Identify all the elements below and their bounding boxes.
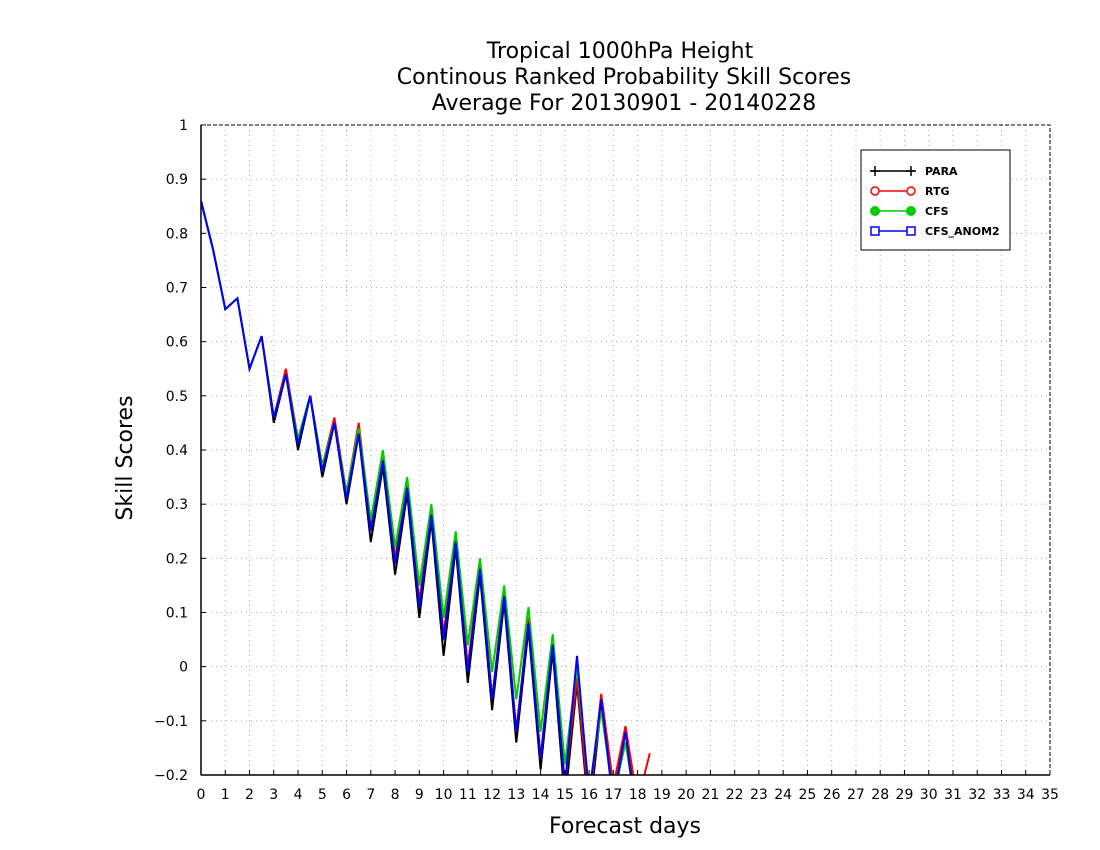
legend-entry-para: PARA xyxy=(870,165,958,178)
y-tick-label: 0.7 xyxy=(166,281,188,297)
y-tick-label: 1 xyxy=(179,118,188,134)
y-tick-label: 0.2 xyxy=(166,551,188,567)
legend-label: CFS xyxy=(925,205,949,218)
y-tick-label: 0.6 xyxy=(166,335,188,351)
y-axis-title: Skill Scores xyxy=(113,395,138,520)
x-tick-label: 26 xyxy=(823,787,841,803)
x-tick-label: 23 xyxy=(750,787,768,803)
y-tick-label: 0.9 xyxy=(166,172,188,188)
x-tick-label: 15 xyxy=(556,787,574,803)
y-tick-label: −0.1 xyxy=(154,714,188,730)
legend-entry-cfs: CFS xyxy=(870,205,949,218)
y-tick-label: 0.4 xyxy=(166,443,188,459)
x-tick-label: 24 xyxy=(774,787,792,803)
y-tick-label: 0.1 xyxy=(166,606,188,622)
chart-title-line-3: Average For 20130901 - 20140228 xyxy=(432,91,817,116)
x-tick-label: 33 xyxy=(993,787,1011,803)
x-tick-label: 6 xyxy=(342,787,351,803)
x-tick-label: 31 xyxy=(944,787,962,803)
legend-marker-dot xyxy=(870,206,880,216)
legend-label: RTG xyxy=(925,185,950,198)
x-tick-label: 4 xyxy=(294,787,303,803)
chart-title: Tropical 1000hPa Height Continous Ranked… xyxy=(397,39,851,116)
x-tick-label: 22 xyxy=(726,787,744,803)
x-tick-label: 5 xyxy=(318,787,327,803)
x-tick-label: 11 xyxy=(459,787,477,803)
x-tick-label: 30 xyxy=(920,787,938,803)
x-tick-label: 9 xyxy=(415,787,424,803)
x-tick-label: 14 xyxy=(532,787,550,803)
x-tick-label: 2 xyxy=(245,787,254,803)
y-tick-label: −0.2 xyxy=(154,768,188,784)
y-tick-label: 0.3 xyxy=(166,497,188,513)
x-tick-label: 32 xyxy=(968,787,986,803)
legend-label: CFS_ANOM2 xyxy=(925,225,1000,238)
x-tick-label: 21 xyxy=(701,787,719,803)
chart-title-line-2: Continous Ranked Probability Skill Score… xyxy=(397,65,851,90)
x-tick-label: 17 xyxy=(604,787,622,803)
legend-label: PARA xyxy=(925,165,958,178)
x-tick-label: 18 xyxy=(629,787,647,803)
x-tick-label: 7 xyxy=(366,787,375,803)
x-tick-label: 3 xyxy=(269,787,278,803)
x-tick-label: 25 xyxy=(799,787,817,803)
x-tick-label: 8 xyxy=(391,787,400,803)
x-tick-label: 0 xyxy=(197,787,206,803)
legend-marker-square xyxy=(906,226,916,236)
x-tick-label: 27 xyxy=(847,787,865,803)
x-axis-title: Forecast days xyxy=(549,814,701,839)
series-layer xyxy=(201,200,651,775)
y-axis-ticks: −0.2 −0.1 0 0.1 0.2 0.3 0.4 0.5 0.6 0.7 0.8 0.9 1 xyxy=(154,118,206,784)
x-tick-label: 10 xyxy=(435,787,453,803)
x-tick-label: 19 xyxy=(653,787,671,803)
series-line-cfs-anom2 xyxy=(201,200,650,775)
x-tick-label: 20 xyxy=(677,787,695,803)
legend-marker-circle xyxy=(906,186,916,196)
legend-box xyxy=(860,149,1011,251)
y-tick-label: 0.5 xyxy=(166,389,188,405)
y-tick-label: 0.8 xyxy=(166,226,188,242)
x-tick-label: 13 xyxy=(507,787,525,803)
legend-marker-dot xyxy=(906,206,916,216)
x-axis-ticks: 0 1 2 3 4 5 6 7 8 9 10 11 12 13 14 15 16 17 18 19 20 21 22 23 24… xyxy=(197,770,1059,803)
legend-entry-cfs-anom2: CFS_ANOM2 xyxy=(870,225,1000,238)
x-tick-label: 1 xyxy=(221,787,230,803)
x-tick-label: 35 xyxy=(1041,787,1059,803)
legend-marker-circle xyxy=(870,186,880,196)
legend: PARA RTG CFS CFS_ANOM2 xyxy=(860,149,1011,251)
legend-entry-rtg: RTG xyxy=(870,185,950,198)
legend-marker-square xyxy=(870,226,880,236)
x-tick-label: 12 xyxy=(483,787,501,803)
x-tick-label: 16 xyxy=(580,787,598,803)
y-tick-label: 0 xyxy=(179,660,188,676)
chart-title-line-1: Tropical 1000hPa Height xyxy=(486,39,754,64)
x-tick-label: 28 xyxy=(871,787,889,803)
x-tick-label: 29 xyxy=(896,787,914,803)
x-tick-label: 34 xyxy=(1017,787,1035,803)
